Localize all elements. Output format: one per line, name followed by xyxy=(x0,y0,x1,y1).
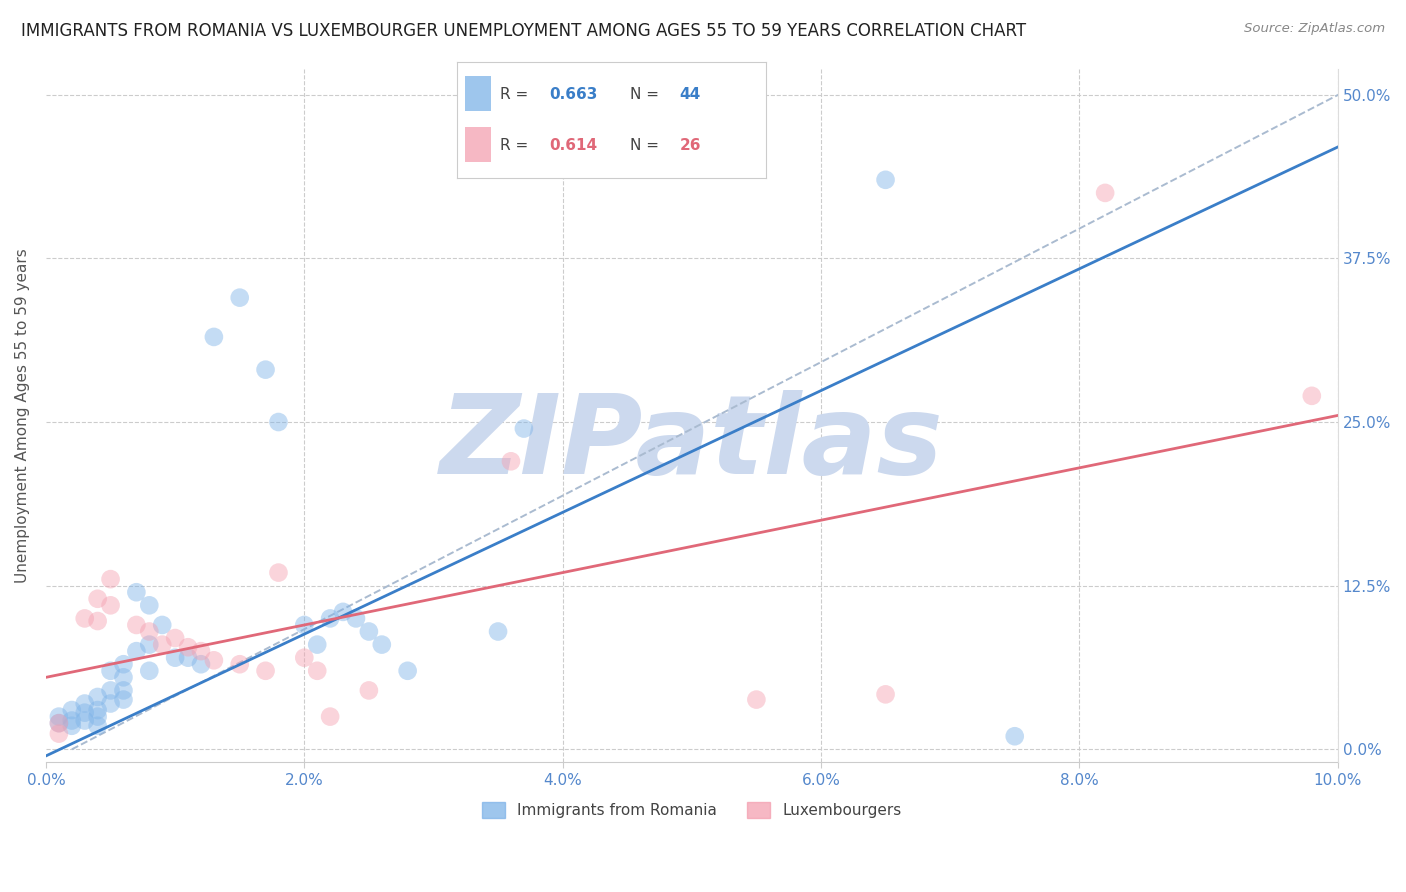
Point xyxy=(138,599,160,613)
Point xyxy=(138,664,160,678)
Text: Source: ZipAtlas.com: Source: ZipAtlas.com xyxy=(1244,22,1385,36)
Y-axis label: Unemployment Among Ages 55 to 59 years: Unemployment Among Ages 55 to 59 years xyxy=(15,248,30,582)
Point xyxy=(177,640,200,655)
Point xyxy=(112,692,135,706)
Point xyxy=(875,687,897,701)
Text: 44: 44 xyxy=(679,87,702,103)
Point xyxy=(254,664,277,678)
Point xyxy=(86,703,108,717)
Text: IMMIGRANTS FROM ROMANIA VS LUXEMBOURGER UNEMPLOYMENT AMONG AGES 55 TO 59 YEARS C: IMMIGRANTS FROM ROMANIA VS LUXEMBOURGER … xyxy=(21,22,1026,40)
Point xyxy=(332,605,354,619)
Point xyxy=(371,638,394,652)
Point xyxy=(125,644,148,658)
Legend: Immigrants from Romania, Luxembourgers: Immigrants from Romania, Luxembourgers xyxy=(475,796,908,824)
Point xyxy=(267,566,290,580)
Point xyxy=(165,650,187,665)
FancyBboxPatch shape xyxy=(464,77,491,112)
Point xyxy=(292,618,315,632)
Point xyxy=(319,709,342,723)
Point xyxy=(100,572,122,586)
Point xyxy=(499,454,522,468)
Point xyxy=(100,683,122,698)
Point xyxy=(307,664,329,678)
Point xyxy=(100,664,122,678)
Point xyxy=(292,650,315,665)
Point xyxy=(73,706,96,720)
Text: R =: R = xyxy=(501,138,533,153)
Text: N =: N = xyxy=(630,87,664,103)
Point xyxy=(177,650,200,665)
Point xyxy=(48,716,70,731)
Point xyxy=(48,709,70,723)
Point xyxy=(60,703,83,717)
Point xyxy=(1301,389,1323,403)
Point xyxy=(100,697,122,711)
Point xyxy=(228,291,250,305)
Point xyxy=(112,657,135,672)
Point xyxy=(202,330,225,344)
Point xyxy=(125,618,148,632)
Text: N =: N = xyxy=(630,138,664,153)
Point xyxy=(267,415,290,429)
Point xyxy=(319,611,342,625)
Point xyxy=(48,716,70,731)
Point xyxy=(228,657,250,672)
Point xyxy=(48,726,70,740)
Point xyxy=(86,591,108,606)
Point xyxy=(100,599,122,613)
Point xyxy=(307,638,329,652)
Point xyxy=(1004,729,1026,743)
Point xyxy=(150,638,173,652)
Text: R =: R = xyxy=(501,87,533,103)
Point xyxy=(344,611,367,625)
Point xyxy=(112,670,135,684)
Point xyxy=(513,421,536,435)
Point xyxy=(396,664,419,678)
Text: ZIPatlas: ZIPatlas xyxy=(440,390,943,497)
Point xyxy=(73,714,96,728)
Point xyxy=(86,690,108,704)
Text: 0.663: 0.663 xyxy=(550,87,598,103)
Point xyxy=(138,624,160,639)
Point xyxy=(150,618,173,632)
Point xyxy=(357,683,380,698)
Text: 26: 26 xyxy=(679,138,702,153)
Point xyxy=(86,719,108,733)
Point xyxy=(190,657,212,672)
Point xyxy=(125,585,148,599)
Point xyxy=(60,714,83,728)
Point xyxy=(357,624,380,639)
FancyBboxPatch shape xyxy=(464,128,491,162)
Point xyxy=(60,719,83,733)
Point xyxy=(190,644,212,658)
Point xyxy=(112,683,135,698)
Point xyxy=(86,709,108,723)
Point xyxy=(486,624,509,639)
Point xyxy=(745,692,768,706)
Point xyxy=(202,653,225,667)
Text: 0.614: 0.614 xyxy=(550,138,598,153)
Point xyxy=(254,362,277,376)
Point xyxy=(138,638,160,652)
Point xyxy=(86,614,108,628)
Point xyxy=(73,611,96,625)
Point xyxy=(165,631,187,645)
Point xyxy=(1094,186,1116,200)
Point xyxy=(73,697,96,711)
Point xyxy=(875,173,897,187)
